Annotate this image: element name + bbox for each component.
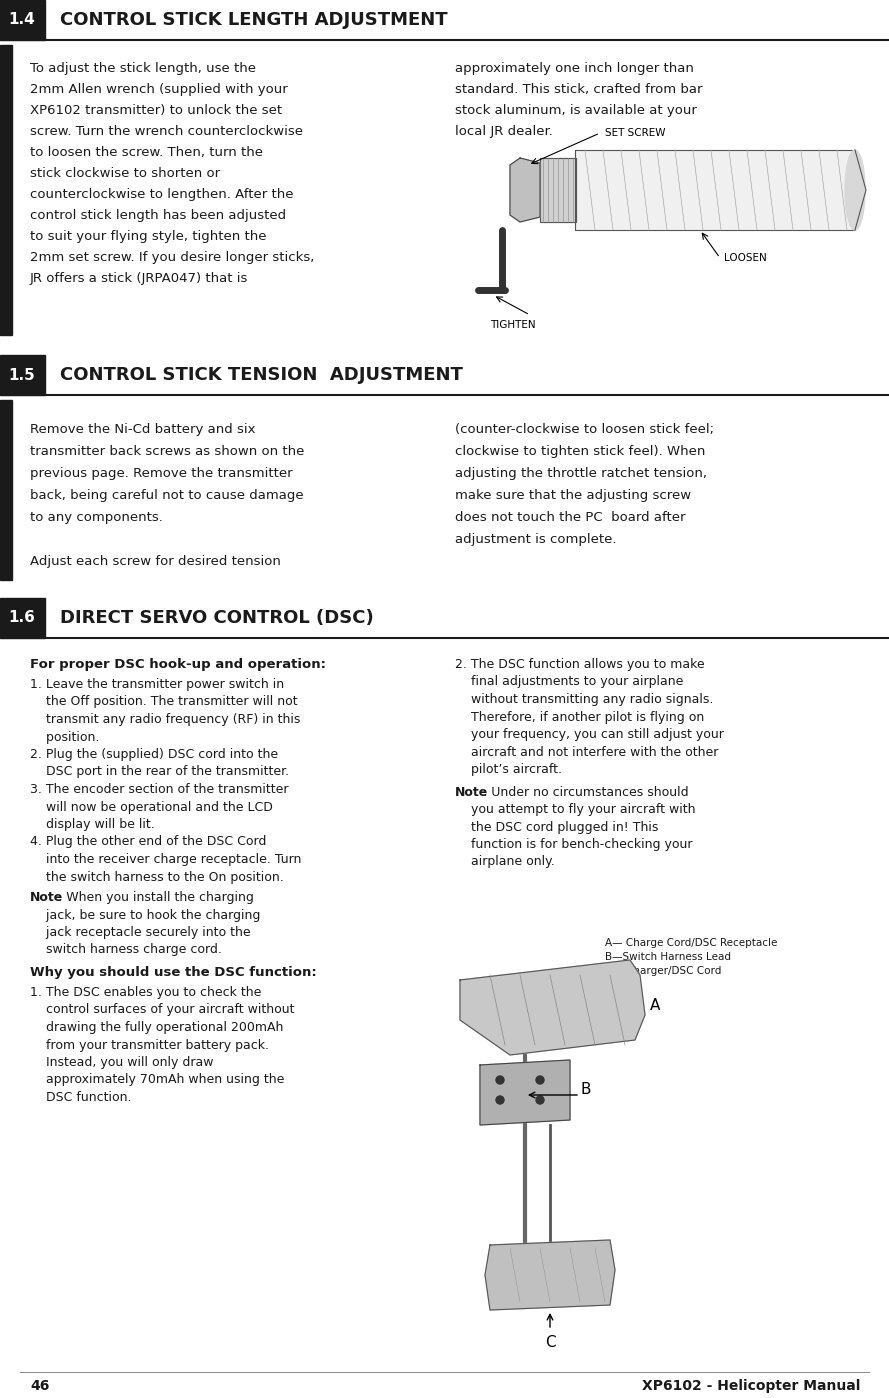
Polygon shape bbox=[485, 1240, 615, 1310]
Text: (counter-clockwise to loosen stick feel;: (counter-clockwise to loosen stick feel; bbox=[455, 424, 714, 436]
Text: Note: Note bbox=[455, 786, 488, 798]
Text: CONTROL STICK TENSION  ADJUSTMENT: CONTROL STICK TENSION ADJUSTMENT bbox=[60, 366, 463, 384]
Text: transmit any radio frequency (RF) in this: transmit any radio frequency (RF) in thi… bbox=[30, 713, 300, 726]
Text: the DSC cord plugged in! This: the DSC cord plugged in! This bbox=[455, 821, 659, 833]
Text: does not touch the PC  board after: does not touch the PC board after bbox=[455, 512, 685, 524]
Text: Therefore, if another pilot is flying on: Therefore, if another pilot is flying on bbox=[455, 710, 704, 724]
Text: Note: Note bbox=[30, 891, 63, 905]
Circle shape bbox=[536, 1096, 544, 1104]
Text: to loosen the screw. Then, turn the: to loosen the screw. Then, turn the bbox=[30, 145, 263, 159]
Polygon shape bbox=[460, 960, 645, 1055]
Text: 1. Leave the transmitter power switch in: 1. Leave the transmitter power switch in bbox=[30, 678, 284, 691]
Polygon shape bbox=[480, 1060, 570, 1125]
Polygon shape bbox=[575, 150, 855, 231]
Text: Remove the Ni-Cd battery and six: Remove the Ni-Cd battery and six bbox=[30, 424, 255, 436]
Text: approximately one inch longer than: approximately one inch longer than bbox=[455, 62, 694, 75]
Text: aircraft and not interfere with the other: aircraft and not interfere with the othe… bbox=[455, 745, 718, 759]
Text: : Under no circumstances should: : Under no circumstances should bbox=[483, 786, 689, 798]
Text: make sure that the adjusting screw: make sure that the adjusting screw bbox=[455, 489, 691, 502]
Text: control surfaces of your aircraft without: control surfaces of your aircraft withou… bbox=[30, 1004, 294, 1016]
Text: 46: 46 bbox=[30, 1378, 50, 1392]
Text: your frequency, you can still adjust your: your frequency, you can still adjust you… bbox=[455, 728, 724, 741]
Text: 1.4: 1.4 bbox=[9, 13, 36, 28]
Text: without transmitting any radio signals.: without transmitting any radio signals. bbox=[455, 693, 713, 706]
Text: standard. This stick, crafted from bar: standard. This stick, crafted from bar bbox=[455, 82, 702, 96]
Bar bbox=[0, 355, 45, 396]
Text: approximately 70mAh when using the: approximately 70mAh when using the bbox=[30, 1074, 284, 1086]
Text: 3. The encoder section of the transmitter: 3. The encoder section of the transmitte… bbox=[30, 783, 289, 795]
Text: DSC function.: DSC function. bbox=[30, 1090, 132, 1104]
Text: 1.6: 1.6 bbox=[9, 611, 36, 625]
Text: 1.5: 1.5 bbox=[9, 368, 36, 383]
Text: A— Charge Cord/DSC Receptacle: A— Charge Cord/DSC Receptacle bbox=[605, 938, 777, 948]
Circle shape bbox=[496, 1096, 504, 1104]
Ellipse shape bbox=[845, 150, 865, 231]
Text: display will be lit.: display will be lit. bbox=[30, 818, 155, 830]
Text: B: B bbox=[580, 1082, 590, 1097]
Text: 4. Plug the other end of the DSC Cord: 4. Plug the other end of the DSC Cord bbox=[30, 836, 267, 849]
Text: C— Charger/DSC Cord: C— Charger/DSC Cord bbox=[605, 966, 721, 976]
Text: Adjust each screw for desired tension: Adjust each screw for desired tension bbox=[30, 555, 281, 568]
Text: TIGHTEN: TIGHTEN bbox=[490, 320, 536, 330]
Text: A: A bbox=[650, 998, 661, 1012]
Text: XP6102 transmitter) to unlock the set: XP6102 transmitter) to unlock the set bbox=[30, 103, 282, 117]
Text: counterclockwise to lengthen. After the: counterclockwise to lengthen. After the bbox=[30, 187, 293, 201]
Text: 1. The DSC enables you to check the: 1. The DSC enables you to check the bbox=[30, 986, 261, 1000]
Text: switch harness charge cord.: switch harness charge cord. bbox=[30, 944, 222, 956]
Text: 2. The DSC function allows you to make: 2. The DSC function allows you to make bbox=[455, 658, 705, 671]
Text: stock aluminum, is available at your: stock aluminum, is available at your bbox=[455, 103, 697, 117]
Text: will now be operational and the LCD: will now be operational and the LCD bbox=[30, 801, 273, 814]
Text: jack, be sure to hook the charging: jack, be sure to hook the charging bbox=[30, 909, 260, 921]
Text: C: C bbox=[545, 1335, 556, 1350]
Text: the switch harness to the On position.: the switch harness to the On position. bbox=[30, 871, 284, 884]
Circle shape bbox=[496, 1076, 504, 1083]
Text: To adjust the stick length, use the: To adjust the stick length, use the bbox=[30, 62, 256, 75]
Text: B—Switch Harness Lead: B—Switch Harness Lead bbox=[605, 952, 731, 962]
Polygon shape bbox=[540, 158, 576, 222]
Text: 2mm Allen wrench (supplied with your: 2mm Allen wrench (supplied with your bbox=[30, 82, 288, 96]
Text: LOOSEN: LOOSEN bbox=[724, 253, 766, 263]
Text: from your transmitter battery pack.: from your transmitter battery pack. bbox=[30, 1039, 269, 1051]
Bar bbox=[0, 598, 45, 637]
Text: to any components.: to any components. bbox=[30, 512, 163, 524]
Text: XP6102 - Helicopter Manual: XP6102 - Helicopter Manual bbox=[642, 1378, 860, 1392]
Text: adjusting the throttle ratchet tension,: adjusting the throttle ratchet tension, bbox=[455, 467, 707, 480]
Text: Instead, you will only draw: Instead, you will only draw bbox=[30, 1055, 213, 1069]
Text: SET SCREW: SET SCREW bbox=[605, 129, 666, 138]
Text: to suit your flying style, tighten the: to suit your flying style, tighten the bbox=[30, 231, 267, 243]
Text: clockwise to tighten stick feel). When: clockwise to tighten stick feel). When bbox=[455, 445, 705, 459]
Text: 2. Plug the (supplied) DSC cord into the: 2. Plug the (supplied) DSC cord into the bbox=[30, 748, 278, 761]
Bar bbox=[0, 0, 45, 41]
Text: airplane only.: airplane only. bbox=[455, 856, 555, 868]
Text: 2mm set screw. If you desire longer sticks,: 2mm set screw. If you desire longer stic… bbox=[30, 252, 315, 264]
Text: you attempt to fly your aircraft with: you attempt to fly your aircraft with bbox=[455, 802, 695, 816]
Text: back, being careful not to cause damage: back, being careful not to cause damage bbox=[30, 489, 304, 502]
Text: into the receiver charge receptacle. Turn: into the receiver charge receptacle. Tur… bbox=[30, 853, 301, 865]
Text: transmitter back screws as shown on the: transmitter back screws as shown on the bbox=[30, 445, 304, 459]
Text: : When you install the charging: : When you install the charging bbox=[58, 891, 254, 905]
Text: CONTROL STICK LENGTH ADJUSTMENT: CONTROL STICK LENGTH ADJUSTMENT bbox=[60, 11, 448, 29]
Text: jack receptacle securely into the: jack receptacle securely into the bbox=[30, 925, 251, 939]
Text: DSC port in the rear of the transmitter.: DSC port in the rear of the transmitter. bbox=[30, 766, 289, 779]
Text: previous page. Remove the transmitter: previous page. Remove the transmitter bbox=[30, 467, 292, 480]
Text: Why you should use the DSC function:: Why you should use the DSC function: bbox=[30, 966, 316, 979]
Text: function is for bench-checking your: function is for bench-checking your bbox=[455, 837, 693, 851]
Text: DIRECT SERVO CONTROL (DSC): DIRECT SERVO CONTROL (DSC) bbox=[60, 610, 373, 626]
Bar bbox=[0, 400, 12, 580]
Text: JR offers a stick (JRPA047) that is: JR offers a stick (JRPA047) that is bbox=[30, 273, 248, 285]
Text: screw. Turn the wrench counterclockwise: screw. Turn the wrench counterclockwise bbox=[30, 124, 303, 138]
Text: control stick length has been adjusted: control stick length has been adjusted bbox=[30, 208, 286, 222]
Text: local JR dealer.: local JR dealer. bbox=[455, 124, 553, 138]
Text: position.: position. bbox=[30, 731, 100, 744]
Text: drawing the fully operational 200mAh: drawing the fully operational 200mAh bbox=[30, 1021, 284, 1035]
Text: adjustment is complete.: adjustment is complete. bbox=[455, 533, 616, 547]
Polygon shape bbox=[510, 158, 540, 222]
Text: stick clockwise to shorten or: stick clockwise to shorten or bbox=[30, 166, 220, 180]
Text: For proper DSC hook-up and operation:: For proper DSC hook-up and operation: bbox=[30, 658, 326, 671]
Text: final adjustments to your airplane: final adjustments to your airplane bbox=[455, 675, 684, 688]
Circle shape bbox=[536, 1076, 544, 1083]
Text: pilot’s aircraft.: pilot’s aircraft. bbox=[455, 763, 562, 776]
Bar bbox=[0, 45, 12, 336]
Text: the Off position. The transmitter will not: the Off position. The transmitter will n… bbox=[30, 695, 298, 709]
